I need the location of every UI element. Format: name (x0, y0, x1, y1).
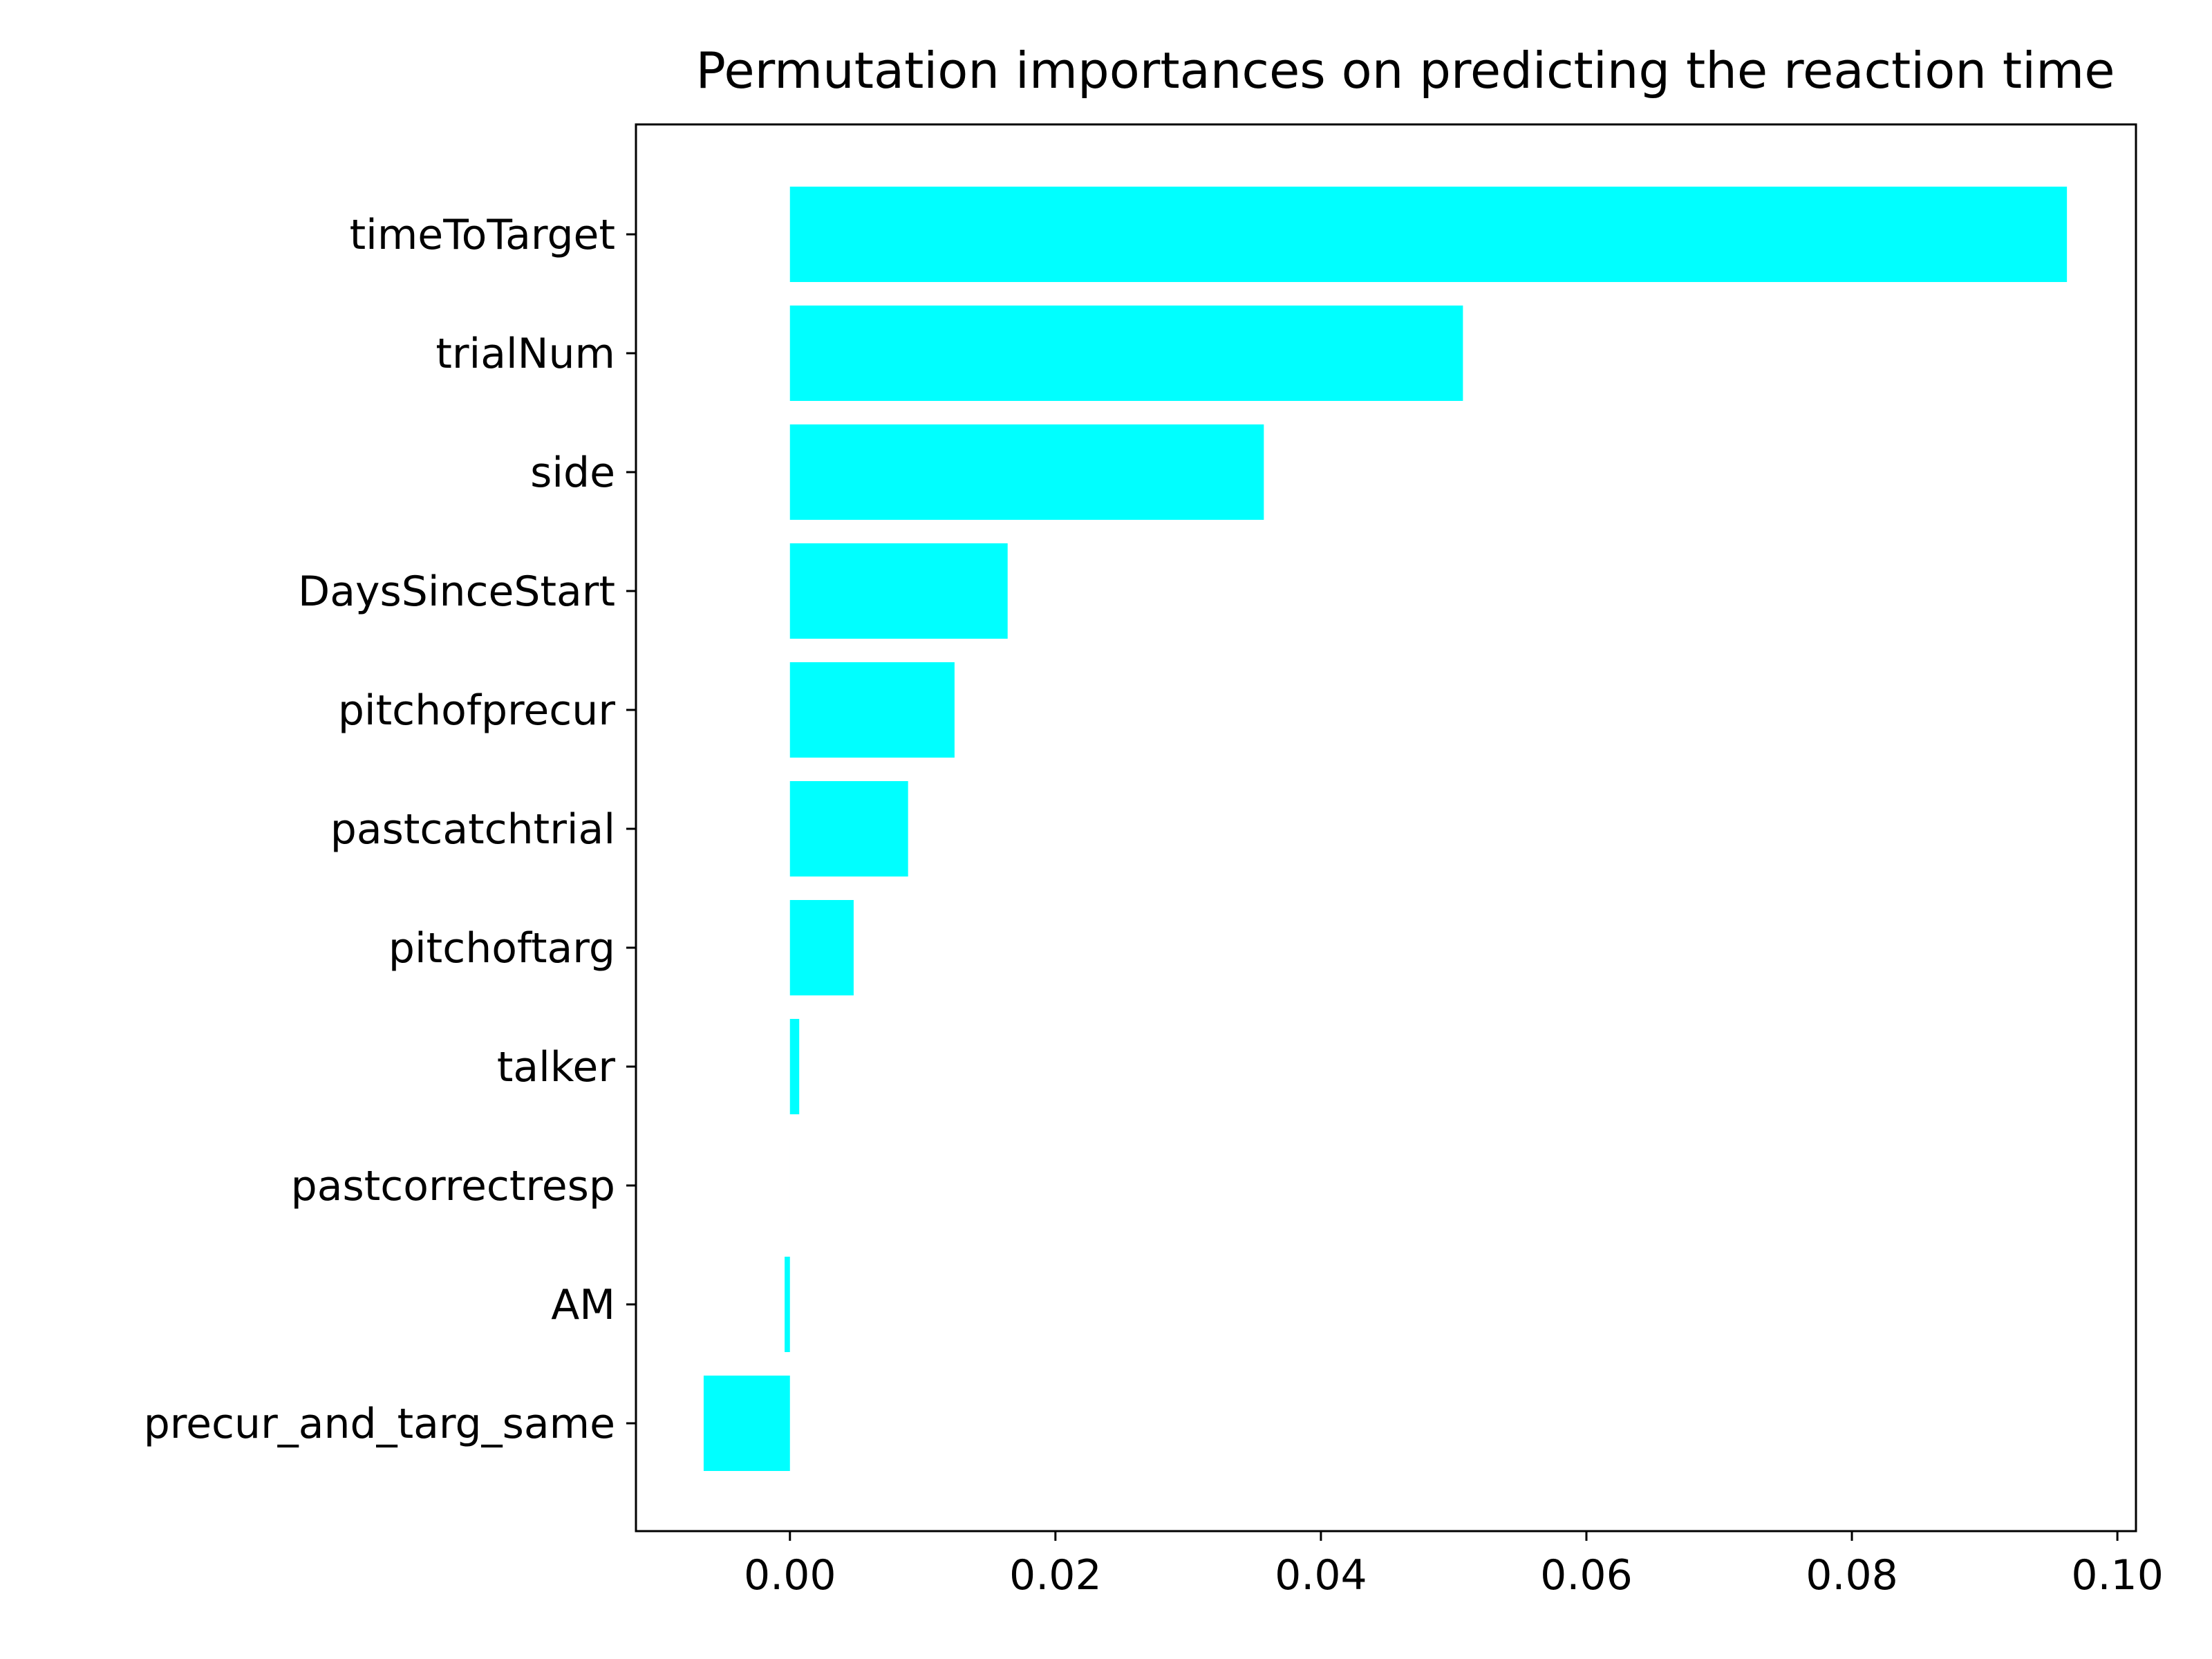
x-tick-label-3: 0.06 (1540, 1551, 1633, 1600)
bar-precur-and-targ-same (703, 1376, 790, 1471)
x-axis: 0.00 0.02 0.04 0.06 0.08 0.10 (744, 1531, 2164, 1600)
y-tick-label-precur-and-targ-same: precur_and_targ_same (144, 1400, 615, 1448)
bar-am (785, 1257, 790, 1352)
bar-pastcatchtrial (789, 781, 908, 877)
y-axis: timeToTarget trialNum side DaysSinceStart pi… (144, 211, 636, 1448)
y-tick-label-pitchofprecur: pitchofprecur (338, 686, 615, 735)
bar-pitchofprecur (789, 662, 955, 758)
y-tick-label-talker: talker (497, 1043, 615, 1091)
x-tick-label-0: 0.00 (744, 1551, 836, 1600)
bars-layer (703, 187, 2068, 1471)
y-tick-label-pastcorrectresp: pastcorrectresp (291, 1162, 615, 1210)
y-tick-label-trialnum: trialNum (435, 330, 615, 378)
bar-trialnum (789, 306, 1463, 401)
y-tick-label-pitchoftarg: pitchoftarg (388, 924, 615, 973)
x-tick-label-1: 0.02 (1009, 1551, 1102, 1600)
x-tick-label-4: 0.08 (1806, 1551, 1898, 1600)
bar-side (789, 424, 1264, 520)
y-tick-label-am: AM (551, 1281, 615, 1329)
bar-timetotarget (789, 187, 2068, 282)
bar-dayssincestart (789, 543, 1008, 639)
y-tick-label-side: side (530, 449, 615, 497)
bar-pitchoftarg (789, 900, 854, 995)
y-tick-label-timetotarget: timeToTarget (350, 211, 615, 259)
chart-title: Permutation importances on predicting th… (695, 41, 2115, 100)
x-tick-label-5: 0.10 (2071, 1551, 2164, 1600)
x-tick-label-2: 0.04 (1275, 1551, 1367, 1600)
y-tick-label-dayssincestart: DaysSinceStart (298, 568, 615, 616)
bar-talker (789, 1019, 800, 1114)
y-tick-label-pastcatchtrial: pastcatchtrial (330, 805, 615, 854)
